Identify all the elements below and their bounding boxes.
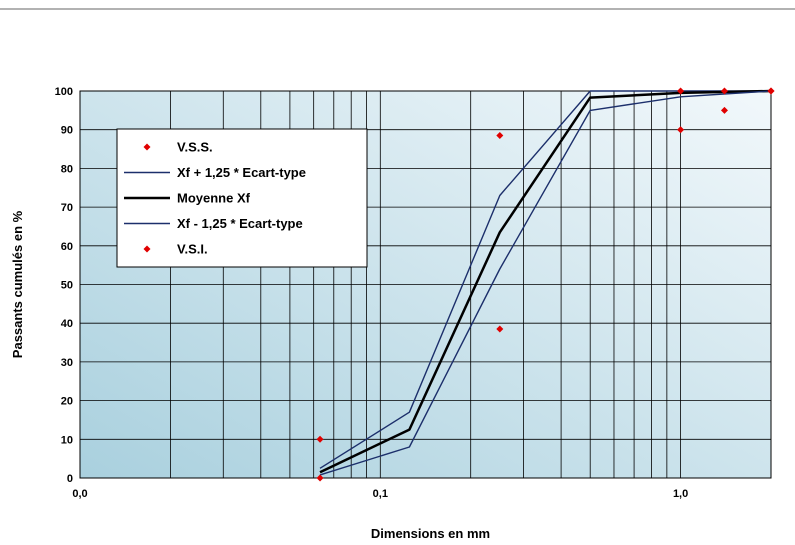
legend-marker [143, 143, 151, 151]
y-tick-label: 80 [61, 163, 73, 175]
legend-label: Xf - 1,25 * Ecart-type [177, 216, 303, 231]
y-axis-title: Passants cumulés en % [10, 210, 25, 358]
y-tick-label: 60 [61, 241, 73, 253]
data-point-marker [677, 87, 685, 95]
legend: V.S.S. Xf + 1,25 * Ecart-type Moyenne Xf Xf… [116, 128, 368, 268]
y-tick-label: 40 [61, 318, 73, 330]
series-line [319, 90, 772, 476]
series-layer [316, 87, 775, 482]
series-line [319, 89, 772, 474]
y-tick-label: 70 [61, 202, 73, 214]
y-tick-label: 20 [61, 396, 73, 408]
legend-label: Moyenne Xf [177, 191, 251, 206]
y-tick-label: 0 [67, 473, 73, 485]
legend-label: Xf + 1,25 * Ecart-type [177, 165, 306, 180]
data-point-marker [720, 87, 728, 95]
x-tick-label: 0,1 [373, 488, 388, 500]
legend-marker [143, 245, 151, 253]
legend-label: V.S.S. [177, 140, 213, 155]
legend-label: V.S.I. [177, 242, 208, 257]
series-line [319, 90, 771, 469]
x-tick-label: 0,0 [72, 488, 87, 500]
y-tick-label: 50 [61, 280, 73, 292]
data-point-marker [316, 474, 324, 482]
data-point-marker [720, 106, 728, 114]
x-tick-label: 1,0 [673, 488, 688, 500]
x-axis-title: Dimensions en mm [371, 526, 490, 541]
data-point-marker [496, 325, 504, 333]
data-point-marker [496, 132, 504, 140]
data-point-marker [767, 87, 775, 95]
data-point-marker [677, 126, 685, 134]
y-tick-label: 100 [55, 86, 73, 98]
data-point-marker [316, 435, 324, 443]
y-tick-label: 10 [61, 434, 73, 446]
y-tick-label: 30 [61, 357, 73, 369]
y-axis-ticks: 0 10 20 30 40 50 60 70 80 90 100 [55, 86, 73, 485]
y-tick-label: 90 [61, 125, 73, 137]
x-axis-ticks: 0,0 0,1 1,0 [72, 488, 688, 500]
